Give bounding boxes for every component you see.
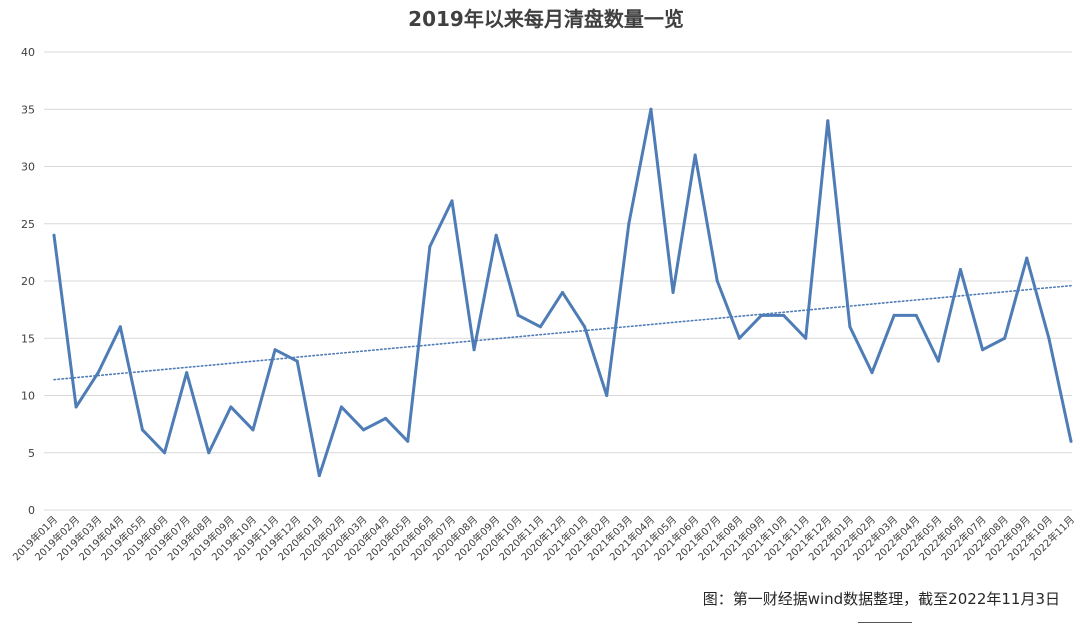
y-tick-label: 25 (21, 218, 35, 231)
data-point (229, 405, 233, 409)
data-point (737, 336, 741, 340)
grid-lines (44, 51, 1072, 511)
y-tick-label: 40 (21, 46, 35, 59)
data-point (583, 325, 587, 329)
trendline-group (53, 284, 1072, 381)
data-point (384, 416, 388, 420)
data-point (96, 371, 100, 375)
series-group (52, 107, 1073, 478)
data-point (163, 451, 167, 455)
data-point (251, 428, 255, 432)
data-point (848, 325, 852, 329)
data-point (185, 371, 189, 375)
data-point (936, 359, 940, 363)
data-point (671, 290, 675, 294)
data-point (52, 233, 56, 237)
data-point (339, 405, 343, 409)
data-point (450, 199, 454, 203)
data-point (118, 325, 122, 329)
trendline (53, 284, 1072, 381)
data-point (74, 405, 78, 409)
x-axis-ticks: 2019年01月2019年02月2019年03月2019年04月2019年05月… (10, 513, 1077, 563)
y-tick-label: 10 (21, 390, 35, 403)
data-point (649, 107, 653, 111)
data-point (627, 222, 631, 226)
y-tick-label: 30 (21, 161, 35, 174)
data-point (914, 313, 918, 317)
data-point (561, 290, 564, 294)
data-point (981, 348, 985, 352)
data-point (538, 325, 542, 329)
data-point (207, 451, 211, 455)
data-point (295, 359, 299, 363)
chart-title: 2019年以来每月清盘数量一览 (408, 7, 684, 31)
y-tick-label: 15 (21, 332, 35, 345)
y-tick-label: 20 (21, 275, 35, 288)
data-point (1003, 336, 1007, 340)
data-point (428, 245, 432, 249)
data-point (782, 313, 786, 317)
y-tick-label: 35 (21, 103, 35, 116)
data-point (1069, 439, 1073, 443)
data-point (1047, 336, 1051, 340)
divider (858, 622, 912, 623)
data-point (892, 313, 896, 317)
y-tick-label: 0 (28, 504, 35, 517)
data-point (317, 474, 321, 478)
data-point (715, 279, 719, 283)
source-note: 图：第一财经据wind数据整理，截至2022年11月3日 (702, 590, 1060, 608)
data-point (273, 348, 277, 352)
data-point (826, 119, 830, 123)
data-point (140, 428, 144, 432)
data-point (1025, 256, 1029, 260)
data-point (693, 153, 697, 157)
data-point (472, 348, 476, 352)
data-point (605, 394, 609, 397)
data-point (870, 371, 874, 375)
data-point (494, 233, 498, 237)
data-point (958, 268, 962, 272)
data-point (759, 313, 763, 317)
data-point (406, 439, 410, 443)
y-axis-ticks: 0 5 10 15 20 25 30 35 40 (21, 46, 35, 517)
data-point (362, 428, 366, 432)
y-tick-label: 5 (28, 447, 35, 460)
data-point (804, 336, 808, 340)
data-point (516, 313, 520, 317)
